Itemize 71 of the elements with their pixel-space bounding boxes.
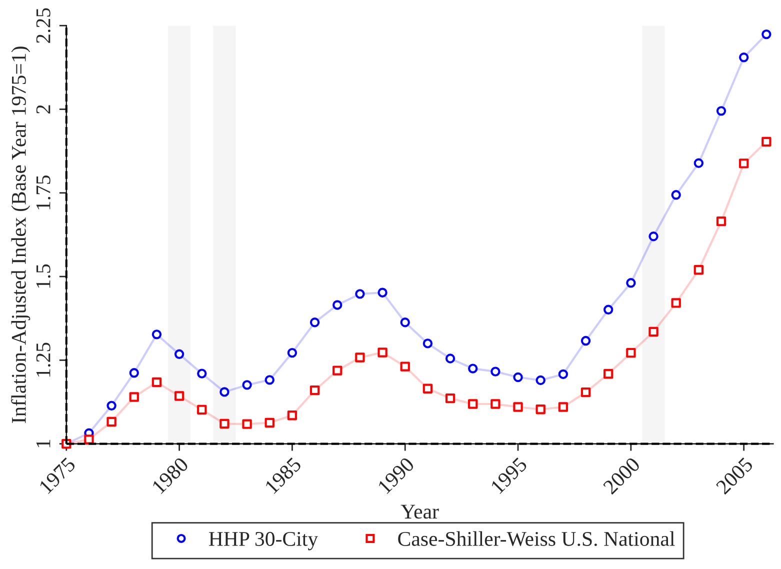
point: [106, 416, 116, 427]
point: [762, 136, 772, 147]
point: [355, 289, 365, 299]
point: [332, 366, 342, 376]
point: [174, 349, 184, 360]
point: [603, 304, 614, 315]
point: [220, 387, 230, 397]
point: [513, 372, 523, 382]
point: [84, 434, 94, 444]
point: [422, 338, 433, 348]
point: [287, 348, 298, 358]
point: [378, 288, 388, 298]
point: [626, 278, 636, 288]
point: [738, 158, 749, 168]
y-tick-label: 1.5: [36, 264, 50, 288]
point: [694, 158, 704, 168]
point: [468, 399, 478, 409]
point: [400, 318, 410, 328]
point: [558, 369, 568, 380]
point: [174, 391, 184, 401]
point: [716, 216, 726, 226]
point: [603, 369, 614, 379]
point: [762, 29, 772, 40]
y-tick-label: 1.75: [36, 175, 50, 210]
y-tick-label: 1.25: [36, 342, 50, 377]
point: [536, 404, 546, 414]
y-tick-label: 2.25: [36, 8, 50, 43]
point: [264, 418, 274, 428]
point: [422, 384, 433, 394]
point: [694, 264, 704, 275]
point: [580, 336, 591, 346]
point: [129, 392, 139, 402]
legend-label: Case-Shiller-Weiss U.S. National: [398, 531, 675, 546]
y-axis-title: Inflation-Adjusted Index (Base Year 1975=1): [11, 46, 30, 423]
point: [558, 402, 568, 412]
point: [536, 375, 546, 386]
point: [716, 106, 726, 116]
point: [468, 364, 478, 374]
point: [378, 348, 388, 358]
y-tick-label: 2: [36, 105, 50, 114]
point: [648, 326, 658, 337]
point: [152, 330, 162, 340]
point: [580, 387, 591, 398]
point: [242, 419, 252, 429]
point: [152, 377, 162, 388]
point: [287, 410, 298, 420]
point: [220, 418, 230, 429]
point: [355, 352, 365, 362]
x-axis-title: Year: [400, 504, 439, 519]
point: [490, 399, 500, 409]
point: [129, 368, 139, 378]
point: [738, 52, 749, 62]
point: [310, 318, 320, 328]
point: [332, 300, 342, 310]
y-tick-label: 1: [36, 440, 50, 448]
point: [197, 368, 207, 378]
point: [242, 380, 252, 390]
point: [671, 190, 681, 200]
point: [671, 298, 681, 308]
point: [626, 348, 636, 358]
point: [310, 385, 320, 396]
point: [445, 393, 456, 404]
point: [513, 402, 523, 412]
point: [264, 375, 274, 385]
point: [490, 366, 500, 376]
point: [197, 404, 207, 415]
point: [400, 362, 410, 372]
point: [648, 232, 658, 242]
point: [445, 354, 456, 364]
legend-label: HHP 30-City: [208, 532, 318, 550]
point: [106, 400, 116, 411]
